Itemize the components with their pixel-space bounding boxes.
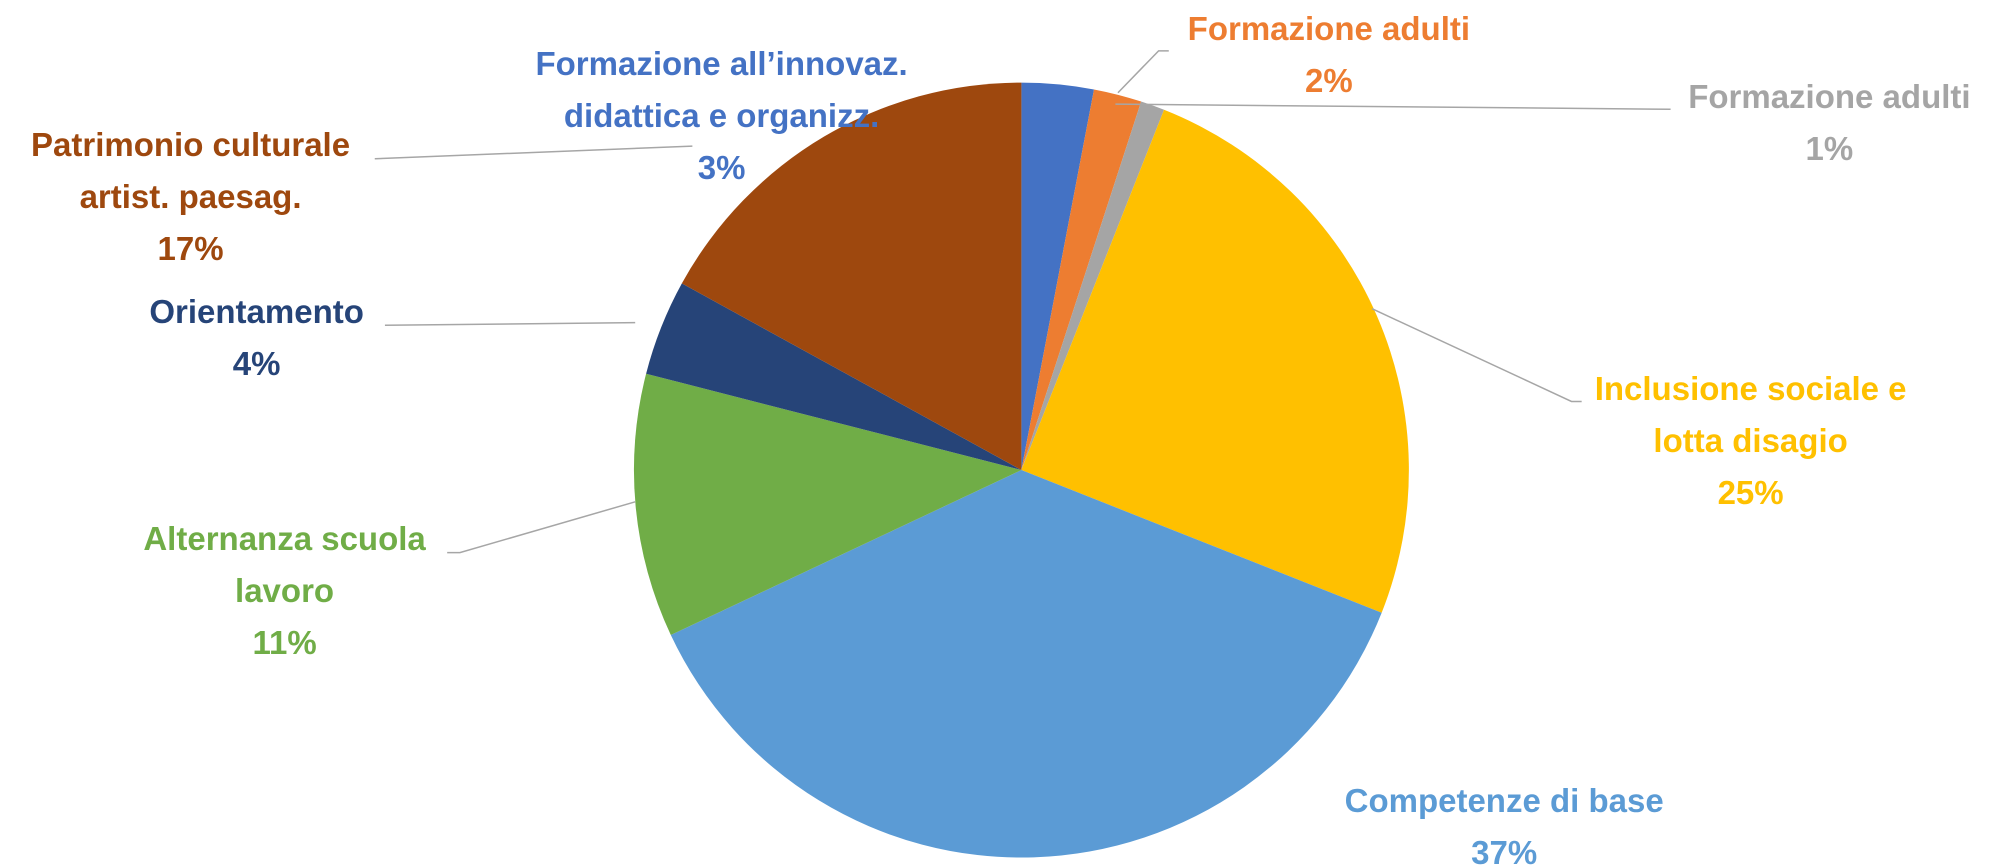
- pie-slice: [646, 283, 1022, 471]
- category-label: Inclusione sociale e lotta disagio: [1594, 369, 1907, 459]
- pie-slice: [670, 470, 1382, 858]
- leader-line: [1115, 103, 1671, 111]
- data-label: Formazione all’innovaz. didattica e orga…: [535, 38, 907, 194]
- category-label: Formazione all’innovaz. didattica e orga…: [535, 44, 908, 134]
- percent-label: 1%: [1805, 130, 1854, 168]
- pie-slice: [681, 82, 1022, 471]
- pie-slice: [1021, 109, 1409, 613]
- data-label: Formazione adulti 2%: [1188, 3, 1470, 107]
- leader-line: [384, 321, 636, 326]
- category-label: Formazione adulti: [1187, 9, 1471, 47]
- data-label: Inclusione sociale e lotta disagio 25%: [1595, 363, 1907, 519]
- pie-slice: [1021, 101, 1165, 471]
- data-label: Competenze di base 37%: [1345, 775, 1664, 868]
- percent-label: 25%: [1717, 473, 1784, 511]
- percent-label: 4%: [232, 344, 281, 382]
- leader-line: [374, 145, 693, 160]
- category-label: Patrimonio culturale artist. paesag.: [31, 125, 351, 215]
- data-label: Patrimonio culturale artist. paesag. 17%: [31, 119, 350, 275]
- percent-label: 3%: [697, 148, 746, 186]
- leader-line: [1371, 308, 1582, 403]
- data-label: Alternanza scuola lavoro 11%: [143, 513, 425, 669]
- leader-line: [1117, 50, 1169, 94]
- pie-slice: [1021, 82, 1095, 471]
- percent-label: 2%: [1304, 61, 1353, 99]
- pie-slice: [1021, 89, 1142, 471]
- category-label: Alternanza scuola lavoro: [143, 519, 426, 609]
- category-label: Competenze di base: [1344, 782, 1664, 820]
- percent-label: 17%: [157, 229, 224, 267]
- data-label: Formazione adulti 1%: [1688, 71, 1970, 175]
- category-label: Orientamento: [149, 292, 364, 330]
- percent-label: 37%: [1471, 834, 1538, 868]
- data-label: Orientamento 4%: [149, 286, 364, 390]
- pie-slice: [633, 373, 1022, 636]
- leader-line: [447, 501, 636, 554]
- percent-label: 11%: [252, 623, 317, 661]
- category-label: Formazione adulti: [1688, 78, 1971, 116]
